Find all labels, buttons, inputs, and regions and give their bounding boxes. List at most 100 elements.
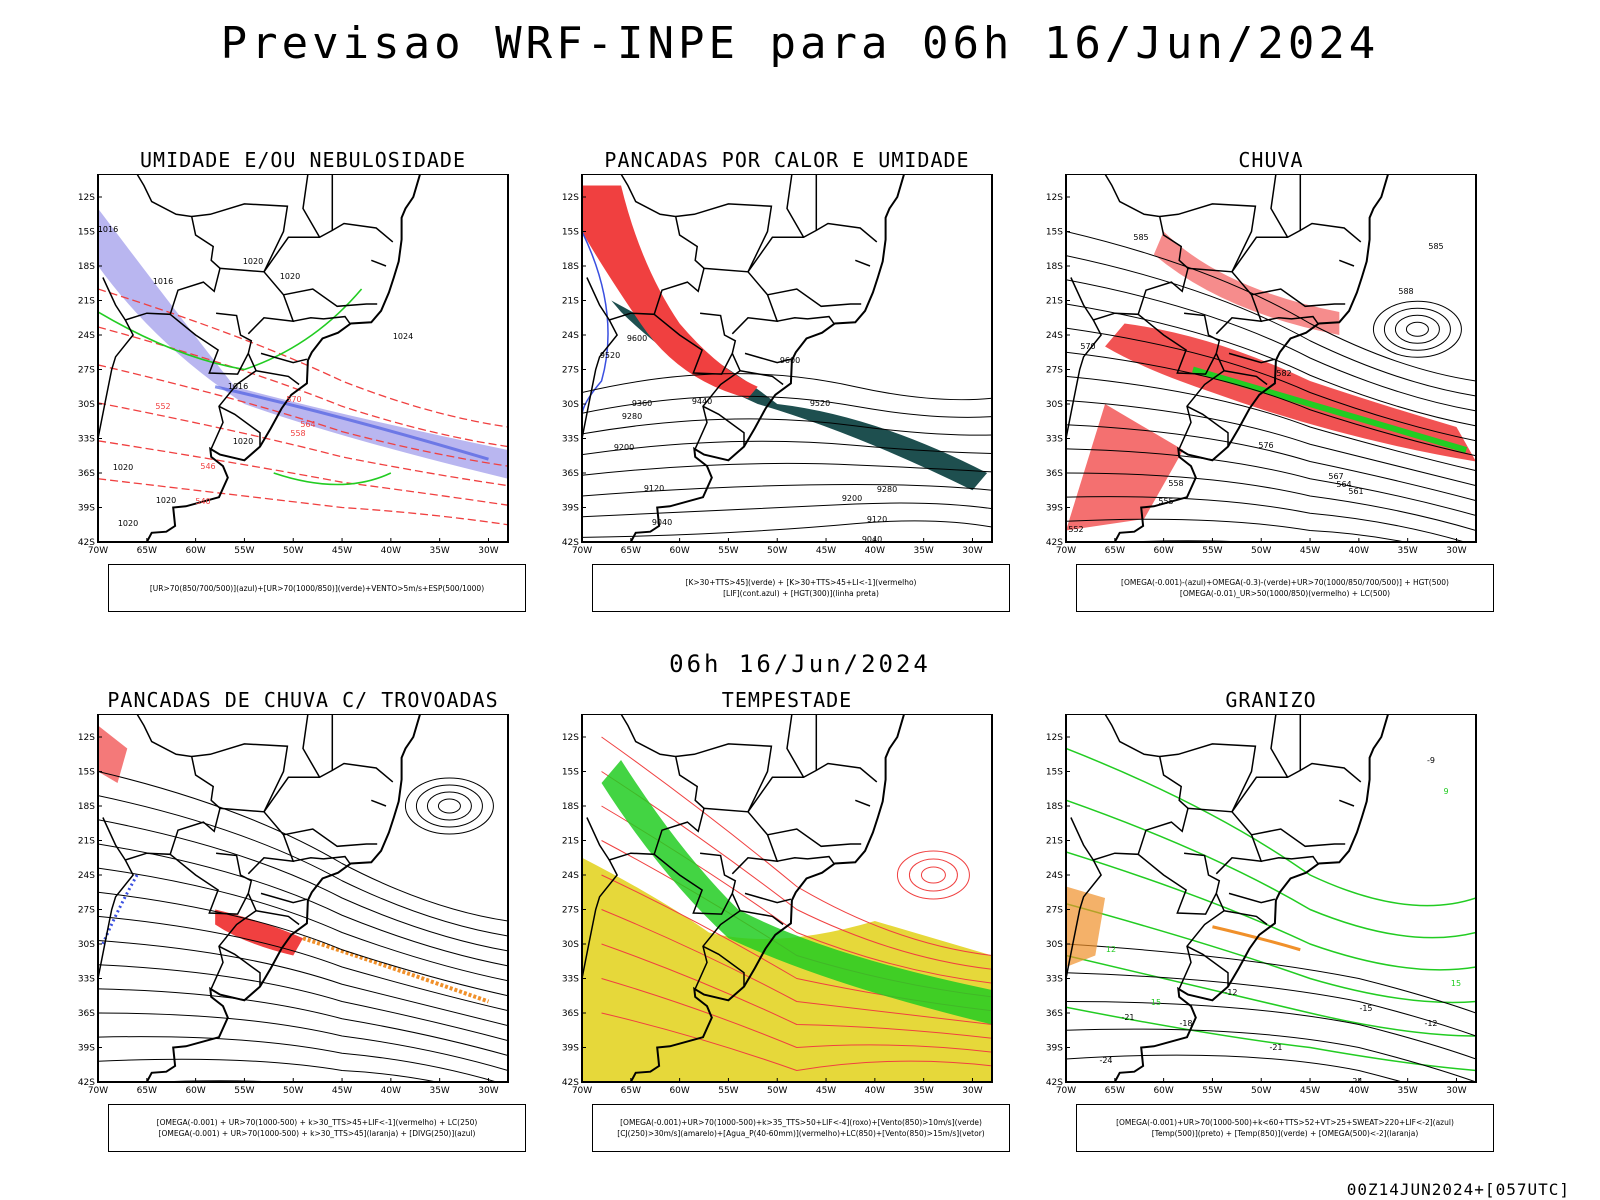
lat-label: 39S (562, 1044, 579, 1054)
country-border (675, 203, 773, 273)
contour-label: 588 (1398, 287, 1413, 296)
contour-label: 1020 (233, 437, 253, 446)
streamline (1066, 327, 1476, 442)
map-frame (1065, 714, 1477, 1083)
country-border (694, 353, 742, 450)
lat-label: 15S (78, 228, 95, 238)
thickness-contour (98, 288, 508, 428)
country-border (218, 945, 261, 987)
lif-contour (582, 231, 609, 416)
contour-label: 585 (1133, 233, 1148, 242)
panel-title: PANCADAS POR CALOR E UMIDADE (604, 148, 970, 172)
contour-label: 555 (1158, 497, 1173, 506)
country-border (283, 828, 378, 848)
lat-label: 33S (562, 435, 579, 445)
streamline (98, 843, 508, 967)
hgt-contour (582, 440, 992, 456)
streamline (98, 964, 508, 1042)
run-info: 00Z14JUN2024+[057UTC] (1346, 1180, 1570, 1199)
contour-label: 9440 (692, 397, 712, 406)
legend-line: [OMEGA(-0.001) + UR>70(1000-500) + k>30_… (156, 1118, 478, 1127)
anticyclone-contour (908, 858, 958, 892)
country-border (1137, 312, 1221, 375)
lat-label: 15S (1046, 228, 1063, 238)
lon-label: 70W (572, 546, 592, 556)
legend-line: [UR>70(850/700/500)](azul)+[UR>70(1000/8… (149, 583, 485, 593)
contour-label: 9360 (632, 399, 652, 408)
temp-850-contour (1066, 954, 1476, 1037)
contour-label: 546 (200, 462, 215, 471)
streamline (98, 771, 508, 922)
lon-label: 30W (962, 546, 982, 556)
country-border (218, 405, 261, 447)
lat-label: 24S (78, 331, 95, 341)
anticyclone-contour (1383, 307, 1451, 351)
hgt-contour (582, 520, 992, 538)
lat-label: 18S (562, 802, 579, 812)
hgt-contour (582, 483, 992, 497)
anticyclone-contour (404, 777, 494, 835)
country-border (1066, 859, 1102, 1004)
streamline (98, 1012, 508, 1071)
lat-label: 33S (1046, 975, 1063, 985)
map-plot: 9600 9520 9600 9520 9360 9440 9280 9200 9120 9280… (562, 174, 993, 556)
rain-patch (1066, 404, 1184, 531)
lat-label: 36S (1046, 469, 1063, 479)
country-border (191, 203, 289, 273)
temp-850-contour (1066, 903, 1476, 1004)
country-border (675, 743, 773, 813)
country-border (1261, 855, 1319, 864)
lat-label: 21S (78, 837, 95, 847)
contour-label: 552 (155, 402, 170, 411)
lat-label: 36S (562, 469, 579, 479)
lat-label: 30S (562, 400, 579, 410)
temp-850-contour (1066, 851, 1476, 971)
country-border (1186, 405, 1229, 447)
lat-label: 15S (562, 768, 579, 778)
legend-box: [OMEGA(-0.001) + UR>70(1000-500) + k>30_… (108, 1104, 526, 1152)
country-border (586, 714, 705, 861)
lon-label: 40W (381, 546, 401, 556)
country-border (218, 807, 295, 875)
temp-850-contour (1066, 747, 1476, 907)
contour-label: 1020 (118, 519, 138, 528)
lat-label: 39S (78, 504, 95, 514)
contour-label: -24 (1349, 1077, 1362, 1086)
country-border (1178, 893, 1226, 990)
contour-label: 561 (1348, 487, 1363, 496)
country-border (169, 852, 253, 915)
country-border (744, 352, 792, 364)
country-border (1159, 203, 1257, 273)
temp-500-contour (1066, 972, 1476, 1037)
country-border (586, 174, 705, 321)
country-border (293, 315, 351, 324)
lat-label: 18S (1046, 262, 1063, 272)
contour-label: 567 (1328, 472, 1343, 481)
contour-label: 9120 (867, 515, 887, 524)
contour-label: 9280 (622, 412, 642, 421)
lat-label: 15S (562, 228, 579, 238)
lon-label: 45W (816, 546, 836, 556)
lat-label: 21S (562, 297, 579, 307)
contour-label: 540 (195, 497, 210, 506)
coastline (98, 174, 422, 542)
lon-label: 35W (1397, 1086, 1417, 1096)
lat-label: 18S (78, 802, 95, 812)
country-border (260, 892, 308, 904)
streamline (1066, 279, 1476, 412)
lat-label: 36S (562, 1009, 579, 1019)
lat-label: 42S (78, 1078, 95, 1088)
lat-label: 42S (562, 538, 579, 548)
temp-500-contour (1066, 943, 1476, 1014)
contour-label: 15 (1151, 998, 1161, 1007)
country-border (1159, 743, 1257, 813)
panel-title: UMIDADE E/OU NEBULOSIDADE (139, 148, 467, 172)
country-border (739, 369, 784, 386)
lat-label: 24S (562, 331, 579, 341)
contour-label: 9200 (842, 494, 862, 503)
lat-label: 27S (562, 906, 579, 916)
thickness-contour (98, 440, 508, 506)
omega-area (1212, 925, 1301, 952)
coastline (98, 714, 422, 1082)
